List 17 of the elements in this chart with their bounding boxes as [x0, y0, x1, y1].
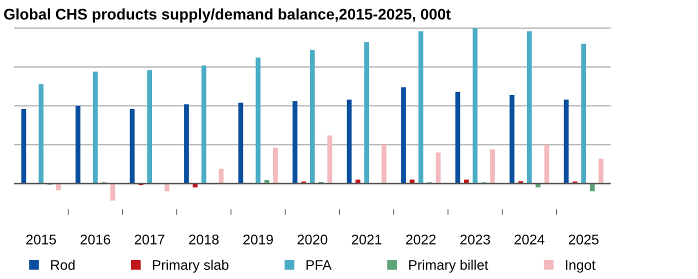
x-tick-label: 2019	[243, 234, 273, 244]
x-tick-label: 2024	[514, 234, 544, 244]
x-tick-label: 2021	[352, 234, 382, 244]
legend-label: PFA	[306, 260, 332, 270]
x-tick-label: 2015	[26, 234, 56, 244]
x-tick-label: 2020	[298, 234, 328, 244]
x-tick-label: 2017	[134, 234, 164, 244]
x-tick-label: 2016	[80, 234, 110, 244]
x-tick-label: 2025	[568, 234, 598, 244]
chart-title: Global CHS products supply/demand balance,2015-2025, 000t	[4, 8, 451, 23]
x-tick-label: 2022	[406, 234, 436, 244]
legend-label: Rod	[51, 260, 75, 270]
x-tick-label: 2023	[460, 234, 490, 244]
legend-label: Primary billet	[409, 260, 488, 273]
legend-label: Ingot	[566, 260, 596, 273]
x-tick-label: 2018	[189, 234, 219, 244]
legend-label: Primary slab	[152, 260, 228, 273]
